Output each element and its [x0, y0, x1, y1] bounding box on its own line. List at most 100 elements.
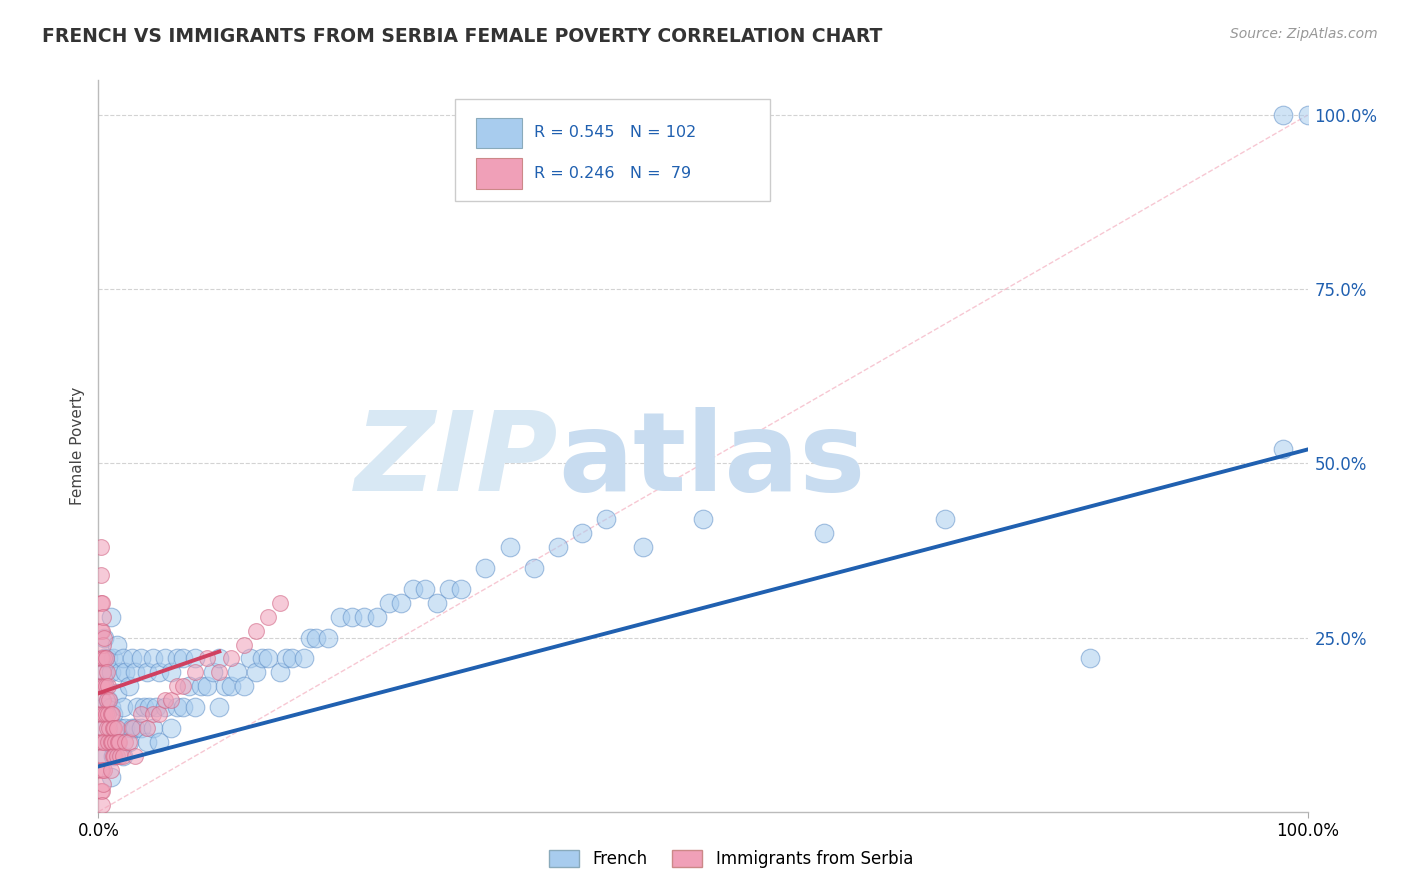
Point: [190, 679, 212, 693]
Point: [1272, 442, 1295, 457]
Point: [93, 707, 115, 722]
Point: [292, 651, 315, 665]
Point: [90, 784, 112, 798]
Point: [226, 665, 249, 680]
Point: [172, 651, 194, 665]
Point: [91, 797, 114, 812]
Point: [91, 749, 114, 764]
Point: [221, 651, 243, 665]
Point: [934, 512, 956, 526]
Point: [256, 609, 278, 624]
Point: [101, 707, 124, 722]
Point: [172, 679, 194, 693]
Point: [316, 631, 339, 645]
Point: [118, 679, 141, 693]
Point: [571, 526, 593, 541]
Point: [93, 700, 115, 714]
Point: [111, 651, 134, 665]
Point: [232, 679, 254, 693]
Point: [547, 540, 569, 554]
Point: [100, 665, 122, 680]
Point: [101, 651, 124, 665]
Point: [105, 638, 128, 652]
Point: [97, 735, 120, 749]
Point: [1272, 108, 1295, 122]
Point: [250, 651, 273, 665]
Point: [100, 770, 122, 784]
Point: [93, 679, 115, 693]
Text: R = 0.246   N =  79: R = 0.246 N = 79: [534, 166, 690, 181]
Point: [124, 749, 146, 764]
Point: [389, 596, 412, 610]
Point: [124, 665, 146, 680]
Point: [90, 567, 112, 582]
Text: atlas: atlas: [558, 407, 865, 514]
Point: [97, 693, 120, 707]
Point: [523, 561, 546, 575]
Point: [208, 651, 231, 665]
Point: [90, 679, 112, 693]
Point: [450, 582, 472, 596]
Point: [114, 665, 136, 680]
Point: [91, 596, 114, 610]
Point: [96, 721, 118, 735]
Point: [90, 624, 112, 638]
Point: [179, 679, 201, 693]
Point: [166, 651, 188, 665]
Point: [245, 624, 267, 638]
Point: [274, 651, 297, 665]
Point: [91, 638, 114, 652]
Point: [202, 665, 225, 680]
Point: [93, 631, 115, 645]
Point: [91, 735, 114, 749]
Point: [105, 686, 128, 700]
Point: [94, 707, 117, 722]
Point: [93, 631, 115, 645]
Point: [91, 777, 114, 791]
Point: [329, 609, 352, 624]
Point: [90, 735, 112, 749]
Point: [90, 596, 112, 610]
Point: [153, 651, 176, 665]
Point: [127, 700, 149, 714]
Point: [160, 721, 183, 735]
Point: [100, 763, 122, 777]
Point: [377, 596, 399, 610]
Point: [142, 707, 165, 722]
Text: ZIP: ZIP: [354, 407, 558, 514]
Point: [148, 665, 170, 680]
Point: [166, 700, 188, 714]
Point: [91, 707, 114, 722]
Y-axis label: Female Poverty: Female Poverty: [69, 387, 84, 505]
Point: [256, 651, 278, 665]
Point: [138, 700, 160, 714]
Point: [498, 540, 520, 554]
Point: [93, 749, 115, 764]
Point: [94, 679, 117, 693]
Point: [118, 735, 141, 749]
Point: [91, 784, 114, 798]
FancyBboxPatch shape: [456, 99, 769, 201]
Point: [426, 596, 449, 610]
Point: [108, 735, 131, 749]
Point: [111, 700, 134, 714]
Point: [105, 735, 128, 749]
Point: [148, 735, 170, 749]
Point: [100, 707, 122, 722]
Point: [107, 735, 129, 749]
Point: [90, 651, 112, 665]
Point: [105, 721, 128, 735]
Point: [103, 721, 125, 735]
Point: [93, 665, 115, 680]
Point: [90, 707, 112, 722]
Point: [90, 540, 112, 554]
Point: [184, 700, 207, 714]
Point: [91, 609, 114, 624]
Text: FRENCH VS IMMIGRANTS FROM SERBIA FEMALE POVERTY CORRELATION CHART: FRENCH VS IMMIGRANTS FROM SERBIA FEMALE …: [42, 27, 883, 45]
Point: [94, 651, 117, 665]
Point: [269, 665, 291, 680]
Point: [100, 735, 122, 749]
Point: [135, 665, 157, 680]
Point: [245, 665, 267, 680]
Point: [91, 679, 114, 693]
